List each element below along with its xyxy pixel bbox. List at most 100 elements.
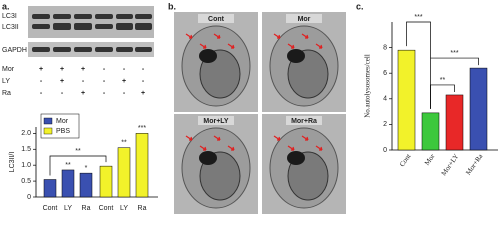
arrow: [185, 33, 193, 39]
treatment-sign: +: [141, 90, 145, 97]
label-bg: [286, 14, 322, 23]
treatment-sign: -: [103, 78, 106, 85]
treatment-sign: +: [122, 78, 126, 85]
arrow: [287, 43, 295, 49]
treatment-sign: -: [123, 90, 126, 97]
treatment-sign: -: [103, 66, 106, 73]
bar: [117, 147, 131, 198]
bracket: [406, 21, 431, 109]
micrograph-label: Cont: [208, 16, 225, 23]
bar: [135, 133, 149, 198]
y-axis-label: LC3II/I: [9, 152, 16, 173]
significance: **: [65, 162, 71, 169]
panel-label: b.: [168, 1, 176, 11]
significance: **: [75, 148, 81, 155]
nucleolus: [199, 151, 217, 165]
bracket: [49, 155, 107, 176]
arrow: [301, 33, 309, 39]
y-tick-label: 2: [383, 121, 387, 128]
x-tick-label: Cont: [43, 205, 58, 212]
significance: ***: [450, 50, 458, 57]
bar: [397, 49, 416, 151]
blot-label: LC3II: [2, 24, 19, 31]
bar: [99, 165, 113, 198]
figure: a. b. c. LC3I LC3II GAPDH Mor + + + - - - LY - + -…: [2, 1, 498, 214]
bar: [421, 112, 440, 151]
blot-bands: [32, 14, 152, 52]
y-tick-label: 1.0: [21, 162, 31, 169]
panel-label: c.: [356, 1, 364, 11]
treatment-sign: -: [40, 90, 43, 97]
treatment-label: Ra: [2, 90, 11, 97]
treatment-sign: -: [40, 78, 43, 85]
arrow: [199, 43, 207, 49]
micrograph-label: Mor: [298, 16, 311, 23]
x-tick-label: Ra: [82, 205, 91, 212]
y-tick-label: 0: [383, 147, 387, 154]
nucleolus: [199, 49, 217, 63]
micrograph-label: Mor+Ra: [291, 118, 317, 125]
legend-swatch: [43, 117, 53, 125]
treatment-sign: -: [82, 78, 85, 85]
arrow: [227, 43, 235, 49]
treatment-sign: +: [81, 66, 85, 73]
significance: ***: [414, 14, 422, 21]
legend-label: Mor: [56, 118, 69, 125]
y-tick-label: 0.5: [21, 178, 31, 185]
y-tick-label: 2.0: [21, 130, 31, 137]
blot-label: LC3I: [2, 13, 17, 20]
treatment-label: LY: [2, 78, 10, 85]
significance: ***: [138, 125, 146, 132]
treatment-sign: +: [60, 66, 64, 73]
treatment-label: Mor: [2, 66, 15, 73]
y-tick-label: 4: [383, 96, 387, 103]
bar: [445, 94, 464, 151]
bracket: [430, 84, 455, 109]
significance: **: [440, 77, 446, 84]
significance: **: [121, 140, 127, 147]
y-tick-label: 0: [27, 194, 31, 201]
y-tick-label: 6: [383, 70, 387, 77]
blot-label: GAPDH: [2, 47, 27, 54]
panel-label: a.: [2, 1, 10, 11]
x-tick-label: Ra: [138, 205, 147, 212]
x-tick-label: LY: [64, 205, 72, 212]
treatment-sign: +: [81, 90, 85, 97]
legend-label: PBS: [56, 128, 70, 135]
label-bg: [286, 116, 322, 125]
y-axis-label: No.autolysosomes/cell: [364, 54, 372, 118]
arrow: [315, 43, 323, 49]
x-tick-label: Cont: [398, 152, 412, 168]
treatment-sign: -: [103, 90, 106, 97]
bracket: [430, 57, 479, 66]
bar: [43, 179, 57, 198]
label-bg: [198, 116, 234, 125]
treatment-sign: -: [142, 66, 145, 73]
x-tick-label: Mor+Ra: [464, 152, 485, 177]
nucleolus: [287, 151, 305, 165]
bar: [79, 172, 93, 198]
treatment-sign: -: [142, 78, 145, 85]
x-tick-label: LY: [120, 205, 128, 212]
legend-swatch: [43, 127, 53, 135]
arrow: [227, 145, 235, 151]
arrow: [199, 145, 207, 151]
arrow: [213, 135, 221, 141]
y-tick-label: 8: [383, 44, 387, 51]
micrograph-label: Mor+LY: [203, 118, 229, 125]
blot: [28, 6, 154, 38]
x-tick-label: Cont: [99, 205, 114, 212]
x-tick-label: Mor: [423, 152, 437, 167]
bar: [61, 169, 75, 198]
treatment-sign: +: [60, 78, 64, 85]
arrow: [315, 145, 323, 151]
arrow: [185, 135, 193, 141]
arrow: [287, 145, 295, 151]
arrow: [273, 135, 281, 141]
arrow: [213, 33, 221, 39]
treatment-sign: +: [39, 66, 43, 73]
x-tick-label: Mor+LY: [440, 152, 461, 177]
treatment-sign: -: [123, 66, 126, 73]
nucleolus: [287, 49, 305, 63]
arrow: [273, 33, 281, 39]
